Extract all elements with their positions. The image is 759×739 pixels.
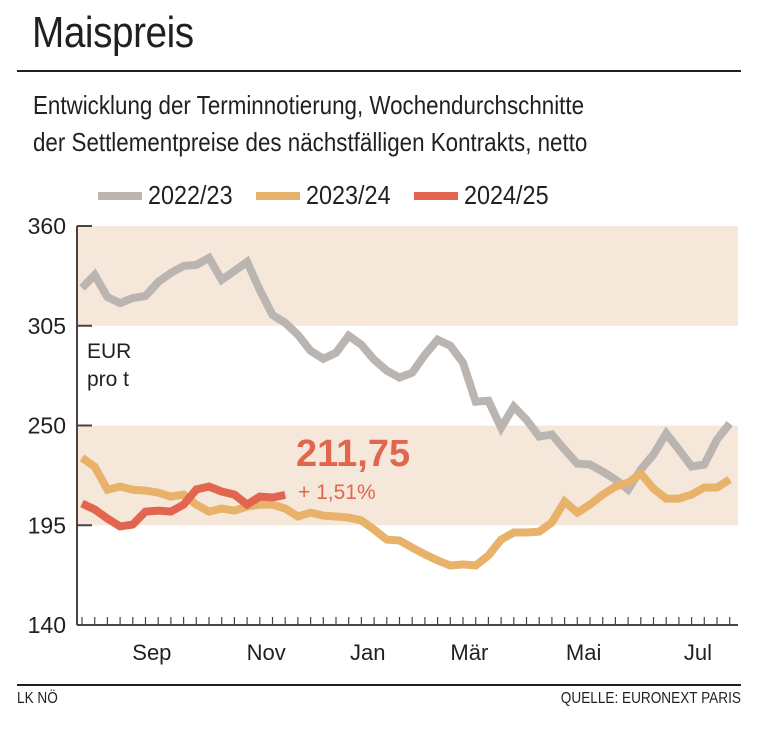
legend: 2022/23 2023/24 2024/25 bbox=[98, 180, 572, 211]
change-annotation: + 1,51% bbox=[298, 481, 376, 504]
legend-swatch-2022-23 bbox=[98, 191, 142, 200]
x-month-label: Mär bbox=[450, 640, 488, 665]
y-tick-label: 305 bbox=[28, 313, 66, 339]
axes: 140 195 250 305 360 Sep Nov Jan Mär Mai Jul bbox=[28, 213, 738, 665]
band-1 bbox=[77, 226, 738, 326]
y-tick-label: 250 bbox=[28, 413, 66, 439]
subtitle-line-2: der Settlementpreise des nächstfälligen … bbox=[33, 127, 588, 157]
series-line-2024-25 bbox=[80, 482, 287, 531]
footer-source: QUELLE: EURONEXT PARIS bbox=[560, 690, 741, 707]
background-bands bbox=[77, 226, 738, 526]
legend-label-2024-25: 2024/25 bbox=[463, 180, 549, 210]
x-month-label: Mai bbox=[566, 640, 601, 665]
legend-item-2023-24: 2023/24 bbox=[255, 180, 400, 211]
legend-label-2022-23: 2022/23 bbox=[148, 180, 233, 210]
y-tick-label: 195 bbox=[28, 512, 66, 538]
y-tick-label: 140 bbox=[28, 612, 66, 638]
unit-label-line-1: EUR bbox=[87, 340, 131, 363]
title-divider bbox=[17, 70, 741, 72]
last-value-annotation: 211,75 bbox=[296, 433, 410, 475]
band-0 bbox=[77, 425, 738, 526]
x-month-label: Sep bbox=[132, 640, 171, 665]
legend-label-2023-24: 2023/24 bbox=[305, 180, 391, 210]
series-lines bbox=[79, 252, 733, 570]
legend-swatch-2023-24 bbox=[255, 191, 300, 200]
chart-title: Maispreis bbox=[32, 8, 194, 57]
x-month-label: Jan bbox=[350, 640, 385, 665]
chart-subtitle: Entwicklung der Terminnotierung, Wochend… bbox=[33, 87, 587, 161]
x-month-label: Nov bbox=[247, 640, 286, 665]
footer-credit: LK NÖ bbox=[17, 690, 58, 707]
y-tick-label: 360 bbox=[28, 213, 66, 239]
legend-swatch-2024-25 bbox=[413, 191, 458, 200]
subtitle-line-1: Entwicklung der Terminnotierung, Wochend… bbox=[33, 90, 585, 120]
legend-item-2022-23: 2022/23 bbox=[98, 180, 242, 211]
unit-label-line-2: pro t bbox=[87, 368, 129, 391]
x-month-label: Jul bbox=[684, 640, 712, 665]
chart-labels: EUR pro t 211,75 + 1,51% bbox=[87, 340, 410, 504]
footer-divider bbox=[17, 684, 741, 686]
legend-item-2024-25: 2024/25 bbox=[413, 180, 558, 211]
